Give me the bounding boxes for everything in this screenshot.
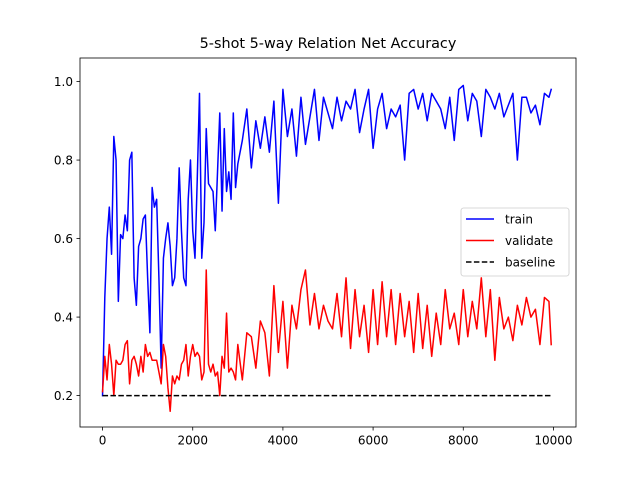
x-tick-label: 2000 — [177, 434, 208, 448]
x-tick-label: 8000 — [448, 434, 479, 448]
axes: 0 2000 4000 6000 8000 10000 0.2 0.4 0.6 0.8 1.0 — [54, 57, 577, 448]
y-tick-label: 0.8 — [54, 153, 73, 167]
x-tick-label: 10000 — [534, 434, 572, 448]
axes-frame — [79, 57, 577, 428]
x-tick-label: 4000 — [268, 434, 299, 448]
legend: train validate baseline — [460, 207, 570, 277]
legend-label-train: train — [505, 212, 533, 226]
x-tick-label: 0 — [99, 434, 107, 448]
legend-label-baseline: baseline — [505, 255, 555, 269]
legend-box — [460, 207, 570, 277]
series-line-validate — [101, 269, 552, 413]
y-tick-label: 0.2 — [54, 389, 73, 403]
x-tick-label: 6000 — [358, 434, 389, 448]
legend-label-validate: validate — [505, 234, 553, 248]
plot-area — [101, 84, 553, 413]
chart-title: 5-shot 5-way Relation Net Accuracy — [200, 36, 457, 52]
y-tick-label: 0.4 — [54, 310, 73, 324]
y-tick-label: 1.0 — [54, 75, 73, 89]
y-tick-label: 0.6 — [54, 232, 73, 246]
series-line-train — [101, 84, 553, 397]
